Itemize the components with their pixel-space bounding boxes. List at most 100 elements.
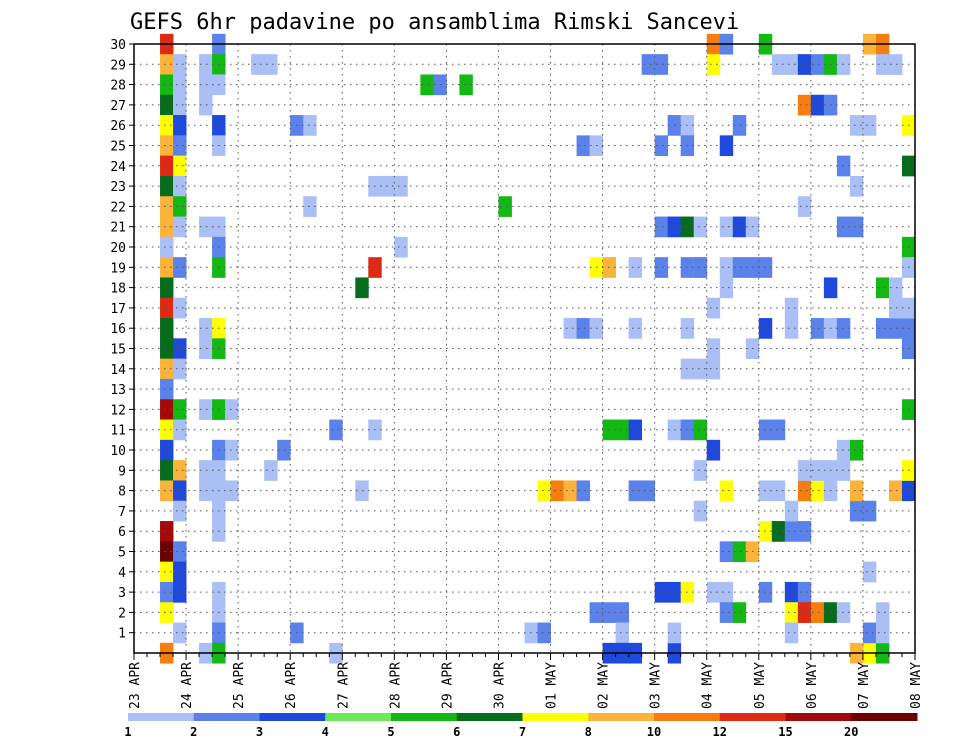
data-cell bbox=[654, 581, 669, 603]
data-cell bbox=[225, 480, 239, 502]
data-cell bbox=[550, 480, 564, 502]
y-tick-label: 11 bbox=[110, 424, 126, 439]
data-cell bbox=[173, 561, 187, 583]
x-tick-label: 06 MAY bbox=[805, 662, 820, 709]
x-tick-label: 08 MAY bbox=[909, 662, 924, 709]
data-cell bbox=[329, 419, 343, 441]
data-cell bbox=[173, 196, 187, 217]
data-cell bbox=[173, 216, 187, 238]
data-cell bbox=[576, 318, 590, 339]
data-cell bbox=[199, 338, 213, 360]
data-cell bbox=[719, 581, 734, 603]
data-cell bbox=[797, 460, 812, 481]
data-cell bbox=[160, 54, 174, 75]
x-tick-label: 29 APR bbox=[440, 662, 455, 709]
data-cell bbox=[264, 460, 278, 481]
data-cell bbox=[615, 622, 630, 644]
data-cell bbox=[719, 216, 734, 238]
data-cell bbox=[173, 155, 187, 177]
data-cell bbox=[394, 175, 408, 197]
data-cell bbox=[160, 399, 174, 420]
data-cell bbox=[563, 480, 577, 502]
data-cell bbox=[849, 115, 864, 136]
data-cell bbox=[875, 602, 890, 623]
y-tick-label: 28 bbox=[110, 79, 126, 94]
data-cell bbox=[706, 54, 721, 75]
y-tick-label: 30 bbox=[110, 38, 126, 53]
data-cell bbox=[797, 94, 812, 116]
data-cell bbox=[576, 135, 590, 157]
colorbar-swatch bbox=[259, 713, 326, 721]
y-tick-label: 13 bbox=[110, 383, 126, 398]
data-cell bbox=[784, 318, 799, 339]
data-cell bbox=[173, 581, 187, 603]
data-cell bbox=[641, 480, 656, 502]
data-cell bbox=[173, 135, 187, 157]
data-cell bbox=[160, 115, 174, 136]
colorbar-label: 2 bbox=[190, 725, 197, 739]
data-cell bbox=[199, 399, 213, 420]
x-axis: 23 APR 24 APR 25 APR 26 APR 27 APR 28 APR 29 A… bbox=[128, 653, 924, 709]
data-cell bbox=[654, 216, 669, 238]
data-cell bbox=[264, 54, 278, 75]
data-cell bbox=[355, 480, 369, 502]
y-tick-label: 14 bbox=[110, 363, 126, 378]
data-cell bbox=[160, 358, 174, 380]
x-tick-label: 05 MAY bbox=[753, 662, 768, 709]
data-cell bbox=[277, 439, 291, 461]
data-cell bbox=[706, 297, 721, 319]
data-cell bbox=[784, 622, 799, 644]
y-tick-label: 27 bbox=[110, 99, 126, 114]
data-cell bbox=[810, 318, 825, 339]
data-cell bbox=[160, 277, 174, 299]
y-tick-label: 9 bbox=[118, 464, 126, 479]
colorbar-label: 8 bbox=[585, 725, 592, 739]
y-tick-label: 24 bbox=[110, 160, 126, 175]
x-tick-label: 23 APR bbox=[128, 662, 143, 709]
y-tick-label: 5 bbox=[118, 546, 126, 561]
data-cell bbox=[420, 74, 434, 96]
data-cell bbox=[173, 257, 187, 278]
colorbar: 1 2 3 4 5 6 7 8 10 12 15 20 bbox=[124, 713, 918, 739]
x-tick-label: 04 MAY bbox=[701, 662, 716, 709]
data-cell bbox=[875, 622, 890, 644]
colorbar-swatch bbox=[588, 713, 655, 721]
data-cell bbox=[160, 196, 174, 217]
data-cell bbox=[706, 581, 721, 603]
data-cell bbox=[576, 480, 590, 502]
data-cell bbox=[173, 480, 187, 502]
chart-title: GEFS 6hr padavine po ansamblima Rimski S… bbox=[130, 10, 739, 35]
data-cell bbox=[797, 196, 812, 217]
y-tick-label: 29 bbox=[110, 58, 126, 73]
data-cell bbox=[693, 419, 708, 441]
data-cell bbox=[771, 521, 786, 542]
y-tick-label: 3 bbox=[118, 586, 126, 601]
colorbar-label: 12 bbox=[713, 725, 727, 739]
data-cell bbox=[797, 54, 812, 75]
data-cell bbox=[784, 500, 799, 522]
data-cell bbox=[862, 622, 877, 644]
data-cell bbox=[719, 541, 734, 563]
y-tick-label: 6 bbox=[118, 525, 126, 540]
data-cell bbox=[654, 135, 669, 157]
y-tick-label: 17 bbox=[110, 302, 126, 317]
data-cell bbox=[160, 74, 174, 96]
data-cell bbox=[173, 94, 187, 116]
data-cell bbox=[875, 54, 890, 75]
y-tick-label: 2 bbox=[118, 606, 126, 621]
data-cell bbox=[225, 399, 239, 420]
data-cell bbox=[173, 74, 187, 96]
data-cell bbox=[225, 439, 239, 461]
data-cell bbox=[836, 216, 851, 238]
x-tick-label: 03 MAY bbox=[649, 662, 664, 709]
data-cell bbox=[810, 54, 825, 75]
data-cell bbox=[173, 115, 187, 136]
data-cell bbox=[251, 54, 265, 75]
data-cell bbox=[160, 419, 174, 441]
colorbar-swatch bbox=[785, 713, 852, 721]
y-tick-label: 8 bbox=[118, 485, 126, 500]
data-cell bbox=[628, 419, 643, 441]
data-cell bbox=[758, 581, 773, 603]
data-cell bbox=[173, 399, 187, 420]
